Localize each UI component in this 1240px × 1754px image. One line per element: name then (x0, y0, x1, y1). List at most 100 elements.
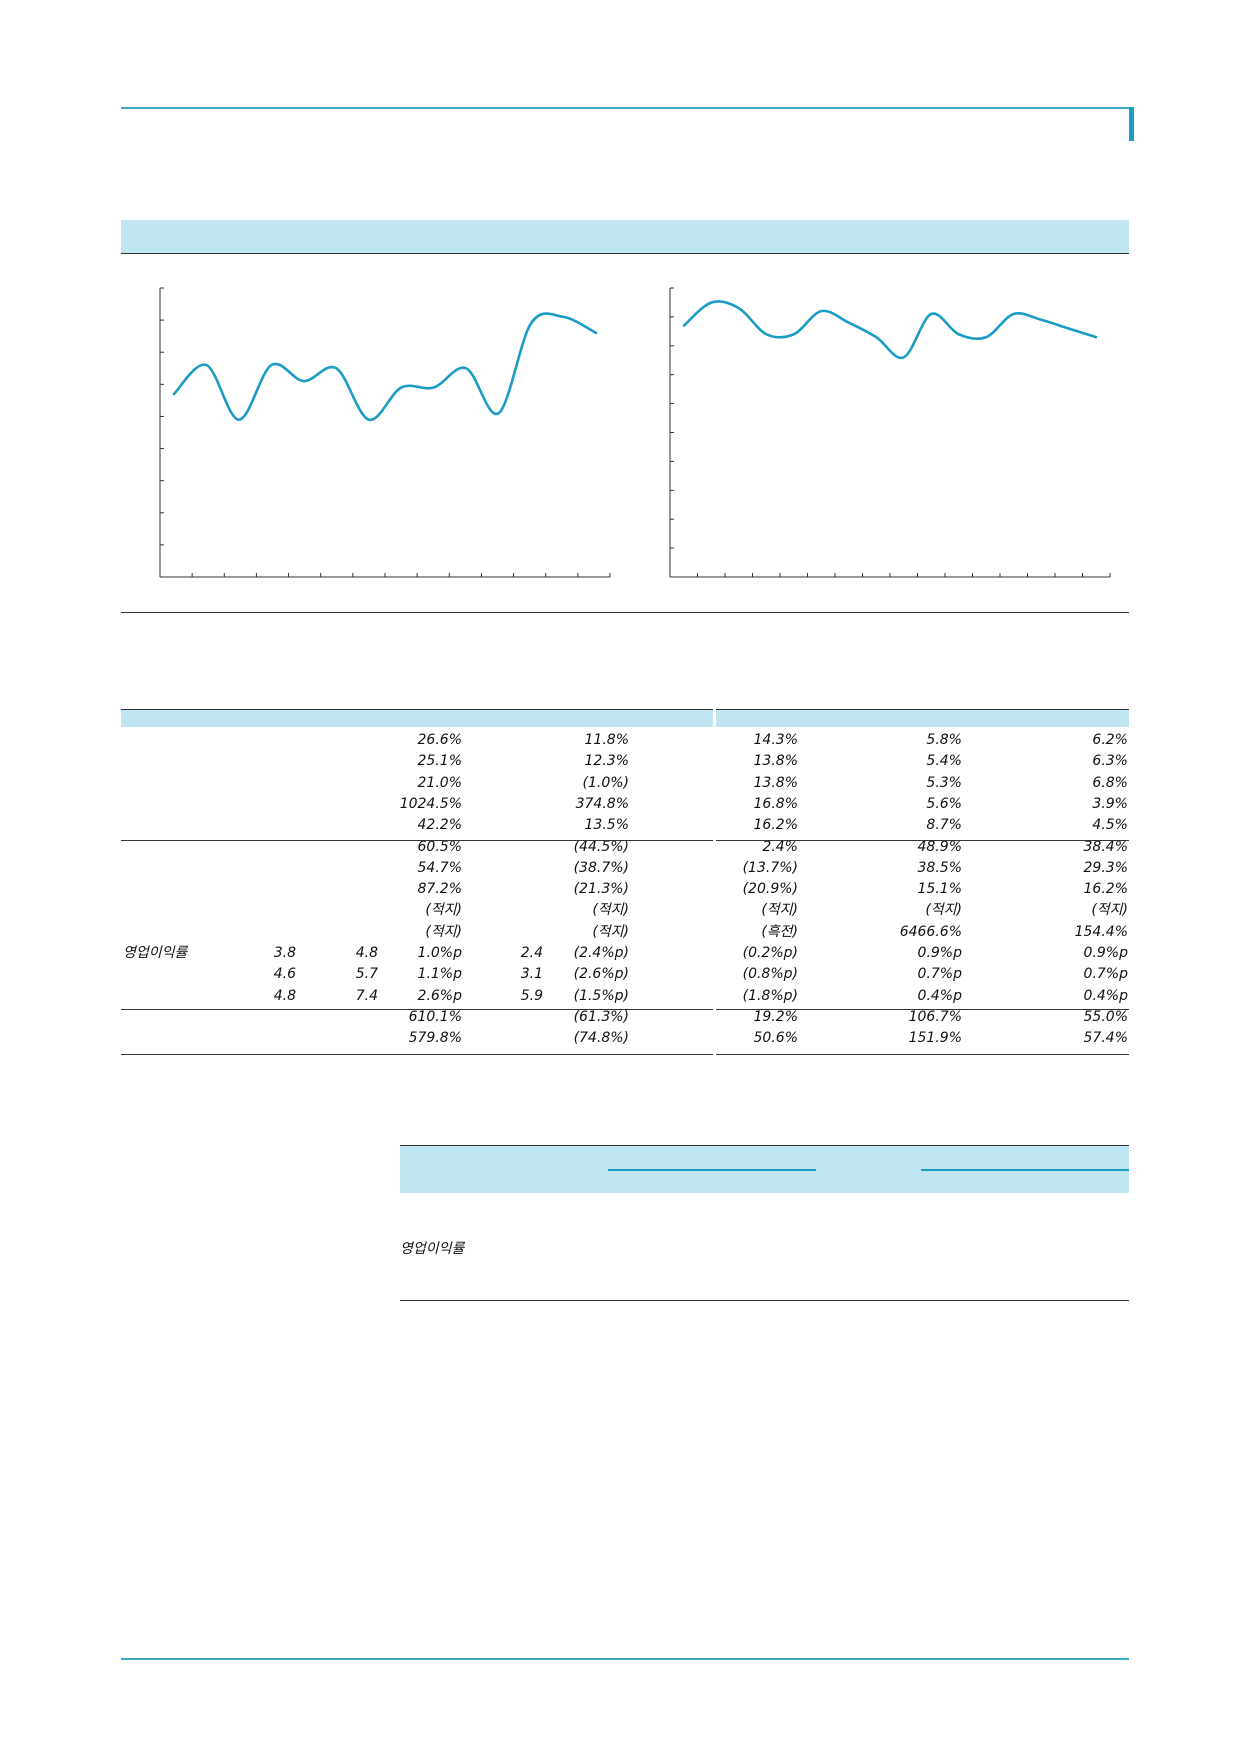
table-cell: 3.9% (1092, 795, 1128, 812)
table-cell (251, 751, 296, 772)
table-cell: 55.0% (1083, 1008, 1128, 1025)
table-cell: 0.9%p (1083, 945, 1128, 961)
table-row: 21.0% (1.0%) 13.8% 5.3% 6.8% (121, 773, 1129, 794)
series-line (682, 300, 1098, 360)
row-label: 영업이익률 (123, 945, 188, 961)
table-cell: 26.6% (417, 732, 462, 748)
table-cell (251, 1007, 296, 1028)
line-chart-right (669, 287, 1111, 578)
table-cell: 3.8 (273, 945, 296, 961)
table-cell: (적지) (925, 902, 962, 919)
table-cell (501, 1007, 543, 1028)
table-cell: 11.8% (584, 732, 629, 748)
table-cell: 5.8% (926, 732, 962, 748)
table-cell (331, 815, 378, 836)
table-cell: 5.7 (355, 966, 378, 983)
table-cell: 15.1% (917, 881, 962, 898)
table-row: 영업이익률 3.8 4.8 1.0%p 2.4 (2.4%p) (0.2%p) 0.9%p 0.… (121, 943, 1129, 964)
table-cell: 151.9% (908, 1030, 962, 1047)
table-row: 4.6 5.7 1.1%p 3.1 (2.6%p) (0.8%p) 0.7%p 0.7%p (121, 964, 1129, 985)
table2-subheader-rule (608, 1169, 816, 1171)
row-label (123, 986, 243, 1007)
header-rule (121, 107, 1129, 109)
table-cell: (적지) (592, 923, 629, 940)
header-accent-mark (1129, 107, 1134, 141)
series-line (172, 312, 598, 421)
table-row: 60.5% (44.5%) 2.4% 48.9% 38.4% (121, 837, 1129, 858)
table-cell: 19.2% (753, 1008, 798, 1025)
footer-rule (121, 1658, 1129, 1660)
table-cell: (0.2%p) (742, 945, 798, 961)
table-cell (331, 730, 378, 751)
table-cell (331, 1007, 378, 1028)
table-cell: 4.8 (273, 987, 296, 1004)
table-cell: (20.9%) (742, 881, 798, 898)
chart-section-rule (121, 253, 1129, 254)
table-cell: (44.5%) (573, 838, 629, 855)
table-cell: 2.4% (762, 838, 798, 855)
table-cell (501, 751, 543, 772)
table-cell: (38.7%) (573, 859, 629, 876)
table-cell: 12.3% (584, 753, 629, 770)
table-cell: 2.4 (520, 945, 543, 961)
table-cell: 5.4% (926, 753, 962, 770)
table-row: 25.1% 12.3% 13.8% 5.4% 6.3% (121, 751, 1129, 772)
table-cell (251, 922, 296, 943)
table-cell: 25.1% (417, 753, 462, 770)
table-cell: 7.4 (355, 987, 378, 1004)
table-row: 42.2% 13.5% 16.2% 8.7% 4.5% (121, 815, 1129, 836)
row-label (123, 879, 243, 900)
table-header-left (121, 709, 713, 727)
table-cell (251, 730, 296, 751)
table2-row-label: 영업이익률 (400, 1241, 465, 1257)
table-cell: 374.8% (575, 795, 629, 812)
table-row: 579.8% (74.8%) 50.6% 151.9% 57.4% (121, 1028, 1129, 1049)
table-cell (251, 794, 296, 815)
table-cell: (0.8%p) (742, 966, 798, 983)
table-cell: 3.1 (520, 966, 543, 983)
table-cell: 0.4%p (917, 987, 962, 1004)
table-cell: 48.9% (917, 838, 962, 855)
table-cell: 87.2% (417, 881, 462, 898)
table-cell (501, 815, 543, 836)
table-cell (501, 730, 543, 751)
table-cell: (2.6%p) (573, 966, 629, 983)
table-cell: 1024.5% (399, 795, 462, 812)
table-row: 1024.5% 374.8% 16.8% 5.6% 3.9% (121, 794, 1129, 815)
table-cell (331, 879, 378, 900)
table-cell: 5.6% (926, 795, 962, 812)
table-cell: (1.8%p) (742, 987, 798, 1004)
table-cell: (21.3%) (573, 881, 629, 898)
row-label (123, 794, 243, 815)
table-cell: 1.0%p (417, 945, 462, 961)
table-cell: 13.5% (584, 817, 629, 834)
row-label (123, 751, 243, 772)
row-label (123, 900, 243, 921)
chart-section-header (121, 220, 1129, 253)
table-cell: 4.6 (273, 966, 296, 983)
table2-top-rule (400, 1145, 1129, 1146)
table-cell: 6.2% (1092, 732, 1128, 748)
table-row: 87.2% (21.3%) (20.9%) 15.1% 16.2% (121, 879, 1129, 900)
table-cell: 1.1%p (417, 966, 462, 983)
line-chart-left (159, 287, 611, 578)
table-cell: 60.5% (417, 838, 462, 855)
table-cell: (적지) (592, 902, 629, 919)
row-label (123, 773, 243, 794)
table-cell (251, 858, 296, 879)
table-cell (501, 858, 543, 879)
chart-section-bottom-rule (121, 612, 1129, 613)
table-cell: 6466.6% (899, 923, 962, 940)
table-cell: 0.9%p (917, 945, 962, 961)
table2-bottom-rule (400, 1300, 1129, 1301)
table-cell: 13.8% (753, 774, 798, 791)
table-cell: 5.3% (926, 774, 962, 791)
row-label (123, 730, 243, 751)
table-cell: 29.3% (1083, 859, 1128, 876)
table-cell: 4.5% (1092, 817, 1128, 834)
table-cell: (1.0%) (582, 774, 630, 791)
table2-subheader-rule (921, 1169, 1129, 1171)
table-cell: (적지) (761, 902, 798, 919)
table-cell (331, 858, 378, 879)
table-cell (331, 794, 378, 815)
